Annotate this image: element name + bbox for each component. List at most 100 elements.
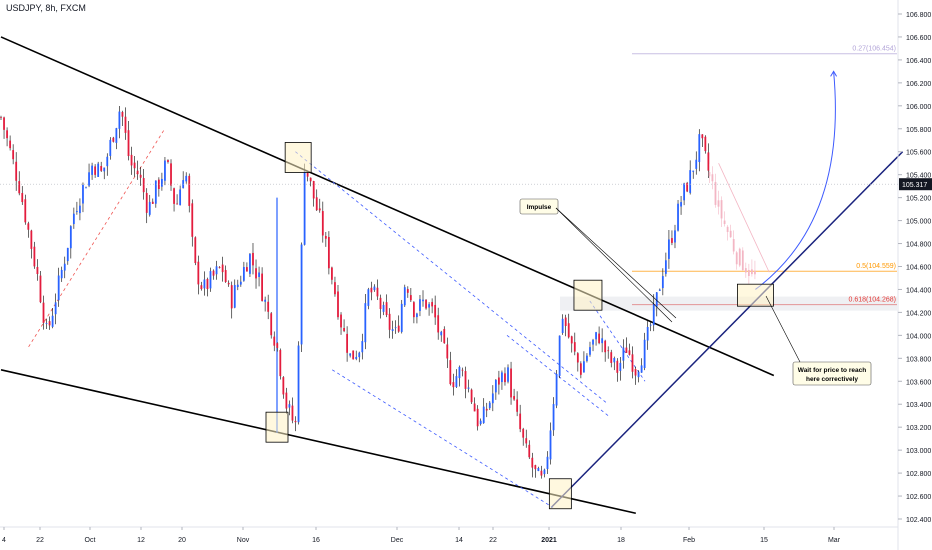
- candle-body: [494, 379, 497, 393]
- candle-body: [355, 356, 358, 359]
- candle-body: [677, 203, 679, 231]
- candle-body: [142, 178, 145, 193]
- candle-body: [589, 347, 591, 355]
- candle-body: [82, 184, 84, 204]
- candle-body: [744, 268, 747, 273]
- blue-channel-small-2: [589, 300, 646, 382]
- candle-body: [726, 226, 729, 232]
- x-tick-label: Dec: [391, 537, 404, 544]
- candle-body: [440, 331, 443, 336]
- candle-body: [88, 172, 90, 186]
- candle-body: [352, 350, 355, 360]
- candle-body: [720, 200, 723, 219]
- candle-body: [3, 117, 5, 130]
- candle-body: [717, 200, 720, 207]
- candle-body: [674, 230, 676, 243]
- fib-zone: [560, 296, 897, 311]
- candle-body: [118, 111, 121, 129]
- x-tick-label: 4: [2, 537, 6, 544]
- candle-body: [592, 339, 594, 345]
- candle-body: [154, 180, 157, 204]
- box-target-zone: [737, 283, 774, 307]
- candle-body: [176, 203, 178, 205]
- candle-body: [482, 406, 485, 424]
- candle-body: [519, 413, 522, 430]
- candle-body: [9, 140, 12, 149]
- candle-body: [69, 226, 72, 249]
- candle-body: [194, 237, 197, 264]
- candle-body: [528, 444, 531, 458]
- candle-body: [72, 213, 75, 225]
- candle-body: [513, 396, 515, 400]
- candle-body: [464, 371, 467, 389]
- candle-body: [139, 174, 142, 178]
- candle-body: [94, 166, 97, 175]
- notes: Impulse Wait for price to reach here corre…: [519, 198, 872, 386]
- candle-body: [97, 163, 100, 177]
- candle-body: [346, 333, 349, 353]
- candle-body: [640, 365, 643, 373]
- candle-body: [601, 338, 604, 344]
- impulse-note: [519, 198, 559, 215]
- x-tick-label: Nov: [237, 537, 250, 544]
- candle-body: [66, 247, 69, 262]
- candle-body: [388, 313, 391, 330]
- candle-body: [273, 336, 276, 346]
- x-tick-label: 12: [137, 537, 145, 544]
- candle-body: [619, 362, 622, 371]
- highlight-boxes: [265, 142, 774, 510]
- fib-levels: 0.27(106.454) 0.5(104.559) 0.618(104.268): [560, 46, 897, 311]
- candle-body: [227, 282, 230, 285]
- y-tick-label: 104.400: [906, 287, 931, 294]
- candle-body: [221, 264, 224, 273]
- candle-body: [754, 270, 756, 275]
- candle-body: [36, 266, 39, 275]
- candle-body: [643, 339, 646, 369]
- candle-body: [145, 192, 148, 213]
- candle-body: [485, 408, 488, 411]
- candle-body: [558, 335, 561, 376]
- candle-body: [246, 267, 248, 272]
- candle-body: [249, 253, 251, 274]
- candle-body: [51, 315, 54, 327]
- candle-body: [324, 235, 327, 239]
- candle-body: [455, 376, 458, 387]
- candle-body: [504, 373, 506, 383]
- candle-body: [595, 332, 597, 340]
- candle-body: [467, 387, 470, 389]
- candle-body: [510, 368, 512, 398]
- uptrend-line: [550, 151, 904, 509]
- candle-body: [206, 279, 209, 290]
- candle-body: [661, 276, 664, 289]
- candle-body: [555, 373, 558, 406]
- y-tick-label: 106.800: [906, 12, 931, 19]
- candle-body: [735, 252, 738, 265]
- candle-body: [361, 341, 364, 353]
- candle-body: [543, 469, 546, 475]
- candle-body: [197, 261, 200, 285]
- candle-body: [185, 175, 188, 182]
- candle-body: [27, 223, 30, 230]
- candle-body: [412, 302, 415, 318]
- y-tick-label: 105.200: [906, 196, 931, 203]
- candle-body: [708, 172, 711, 177]
- candle-body: [42, 302, 45, 323]
- candle-body: [604, 340, 607, 353]
- candle-body: [751, 269, 753, 275]
- candle-body: [239, 281, 242, 285]
- candle-body: [79, 205, 81, 214]
- candle-body: [218, 266, 221, 268]
- candle-body: [479, 420, 482, 425]
- candle-body: [203, 279, 206, 289]
- y-tick-label: 106.400: [906, 58, 931, 65]
- candle-body: [343, 328, 345, 332]
- candle-body: [279, 350, 282, 377]
- candle-body: [701, 134, 704, 139]
- candle-body: [525, 438, 528, 444]
- candle-body: [24, 199, 27, 223]
- candle-body: [579, 363, 582, 375]
- candle-body: [148, 201, 151, 215]
- projection-arrowhead: [830, 70, 838, 77]
- candle-body: [60, 269, 63, 279]
